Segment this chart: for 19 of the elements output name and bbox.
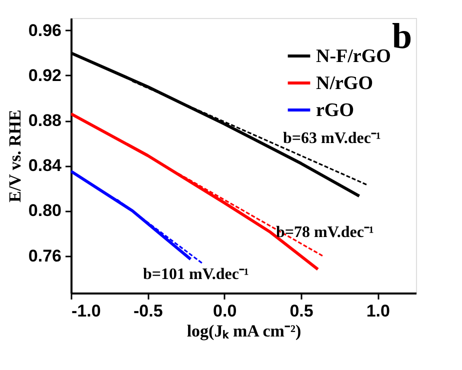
y-tick-label: 0.96	[28, 20, 62, 40]
legend-label: rGO	[316, 100, 354, 121]
x-tick-label: -0.5	[134, 302, 163, 320]
x-tick-label: -1.0	[72, 302, 101, 320]
legend-label: N-F/rGO	[316, 46, 391, 67]
x-axis-title: log(Jₖ mA cm⁻²)	[186, 322, 302, 340]
annotation: b=101 mV.dec⁻¹	[143, 266, 249, 283]
y-tick-label: 0.84	[28, 156, 62, 176]
annotation: b=63 mV.dec⁻¹	[283, 130, 381, 147]
x-tick-label: 1.0	[366, 302, 390, 320]
x-tick-label: 0.0	[213, 302, 237, 320]
y-tick-label: 0.88	[28, 111, 62, 130]
x-tick-label: 0.5	[290, 302, 314, 320]
y-axis-title: E/V vs. RHE	[5, 110, 24, 202]
legend-label: N/rGO	[316, 73, 373, 94]
y-tick-label: 0.76	[28, 246, 62, 266]
y-tick-label: 0.92	[28, 66, 62, 85]
annotation: b	[392, 16, 412, 56]
y-tick-label: 0.80	[28, 201, 62, 220]
